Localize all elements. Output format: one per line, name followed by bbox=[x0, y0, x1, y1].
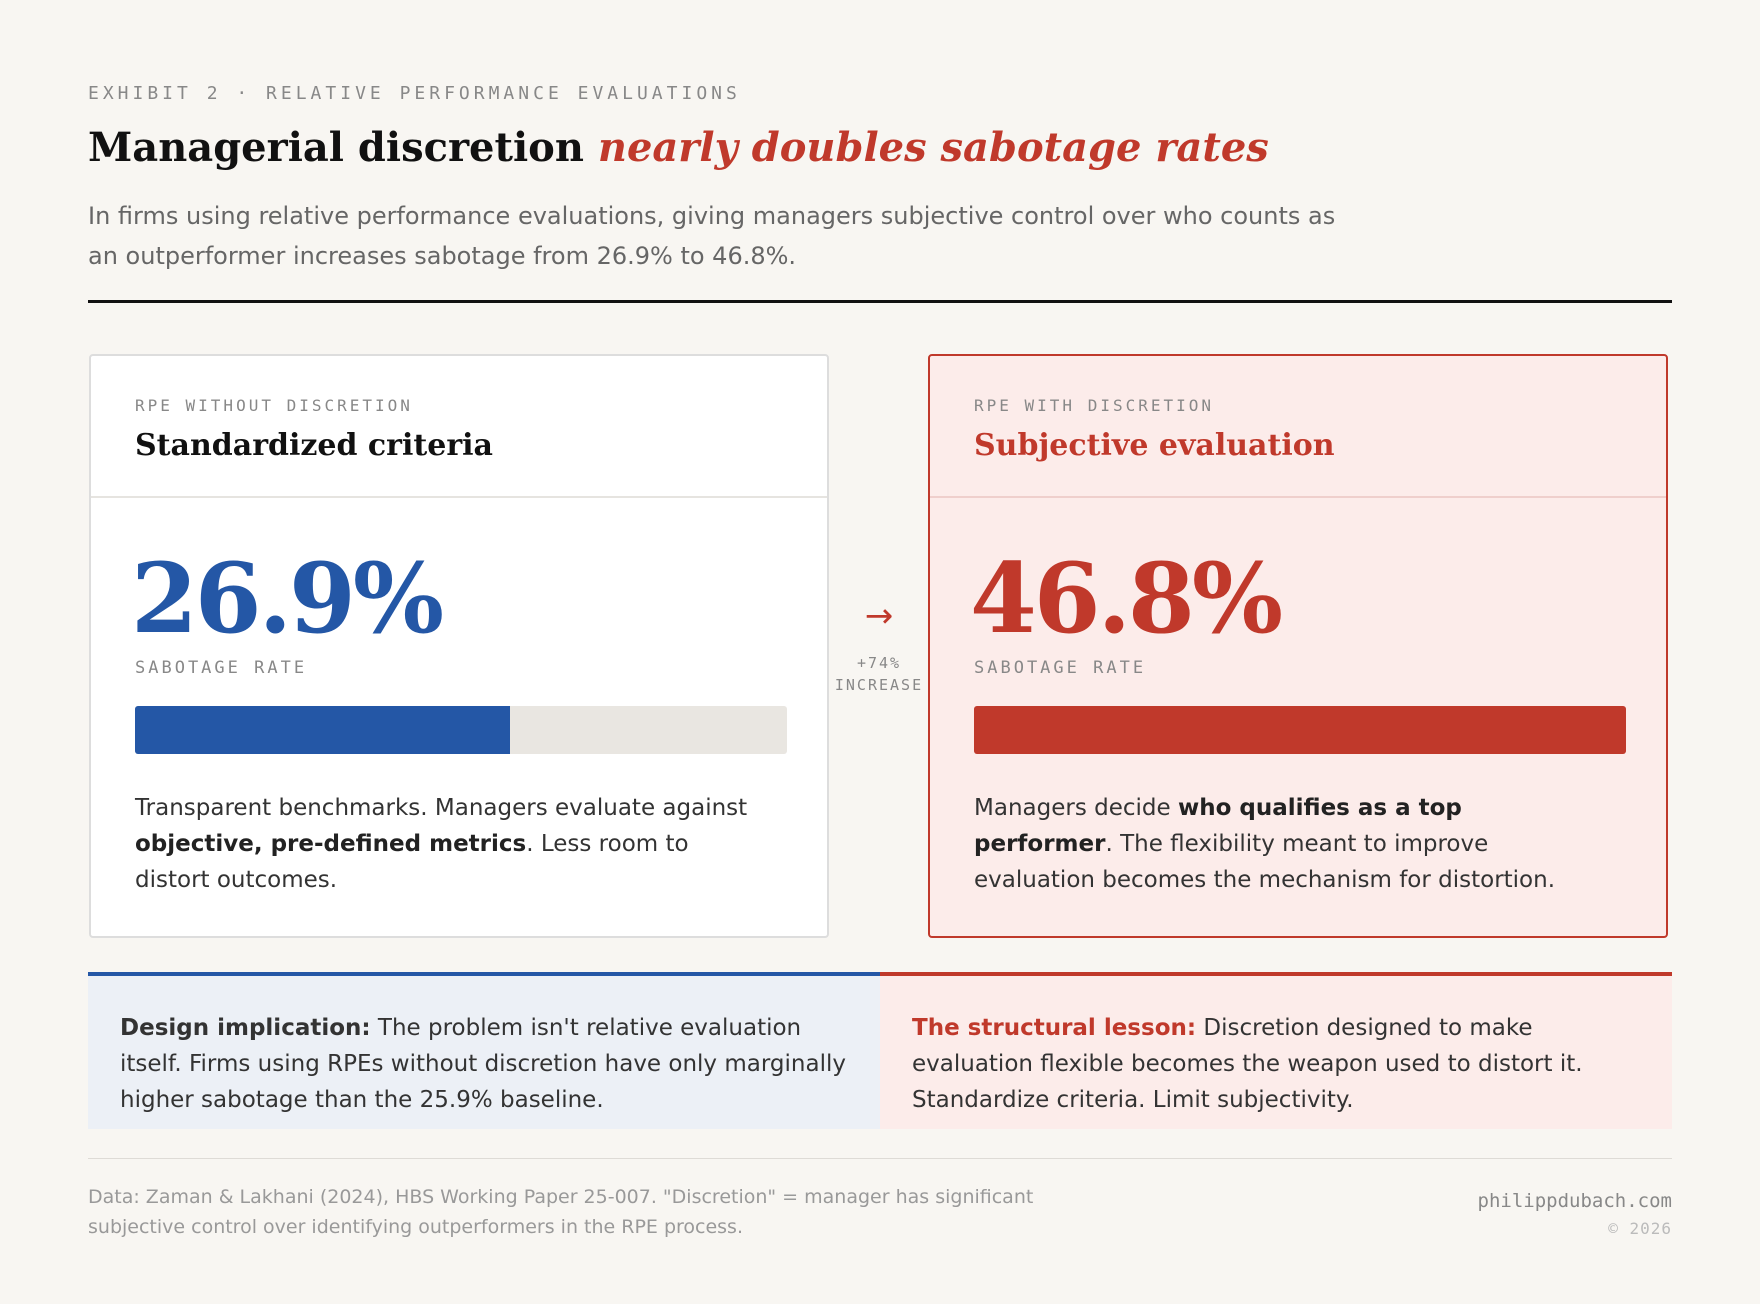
metric-label: SABOTAGE RATE bbox=[974, 658, 1147, 678]
eyebrow: EXHIBIT 2 · RELATIVE PERFORMANCE EVALUAT… bbox=[88, 83, 741, 104]
card-title: Standardized criteria bbox=[135, 428, 493, 463]
body-bold: who qualifies as a top performer bbox=[974, 795, 1462, 857]
big-value: 46.8% bbox=[970, 542, 1283, 655]
metric-label: SABOTAGE RATE bbox=[135, 658, 308, 678]
title-emphasis: nearly doubles sabotage rates bbox=[597, 124, 1269, 171]
note-text: The problem isn't relative evaluation it… bbox=[120, 1015, 846, 1113]
note-text: Discretion designed to make evaluation f… bbox=[912, 1015, 1583, 1113]
card-eyebrow: RPE WITHOUT DISCRETION bbox=[135, 396, 413, 415]
note: Design implication: The problem isn't re… bbox=[88, 972, 880, 1129]
card-eyebrow: RPE WITH DISCRETION bbox=[974, 396, 1215, 415]
title-plain: Managerial discretion bbox=[88, 124, 584, 171]
card-title: Subjective evaluation bbox=[974, 428, 1335, 463]
note-lead: The structural lesson: bbox=[912, 1015, 1197, 1041]
site: philippdubach.com bbox=[1477, 1190, 1672, 1212]
body-bold: objective, pre-defined metrics bbox=[135, 831, 527, 857]
body-text: Managers decide bbox=[974, 795, 1178, 821]
note: The structural lesson: Discretion design… bbox=[880, 972, 1672, 1129]
bar-track bbox=[974, 706, 1626, 754]
copyright: © 2026 bbox=[1608, 1219, 1672, 1238]
bar bbox=[974, 706, 1626, 754]
card-divider bbox=[930, 496, 1666, 498]
title: Managerial discretion nearly doubles sab… bbox=[88, 124, 1269, 171]
subtitle: In firms using relative performance eval… bbox=[88, 202, 1336, 270]
footer-divider bbox=[88, 1158, 1672, 1159]
change-value: +74% bbox=[856, 654, 902, 672]
note-lead: Design implication: bbox=[120, 1015, 371, 1041]
card-divider bbox=[91, 496, 827, 498]
bar bbox=[135, 706, 510, 754]
card: RPE WITHOUT DISCRETION Standardized crite… bbox=[89, 354, 829, 938]
big-value: 26.9% bbox=[131, 542, 444, 655]
body-text: Transparent benchmarks. Managers evaluat… bbox=[135, 795, 748, 821]
divider bbox=[88, 300, 1672, 303]
body-text: . Less room to distort outcomes. bbox=[135, 831, 689, 893]
card-body: Managers decide who qualifies as a top p… bbox=[974, 790, 1594, 898]
card: RPE WITH DISCRETION Subjective evaluation… bbox=[928, 354, 1668, 938]
change-label: +74% INCREASE bbox=[829, 652, 929, 696]
body-text: . The flexibility meant to improve evalu… bbox=[974, 831, 1556, 893]
source: Data: Zaman & Lakhani (2024), HBS Workin… bbox=[88, 1186, 1034, 1238]
arrow: → bbox=[864, 596, 894, 636]
change-sub: INCREASE bbox=[834, 676, 924, 694]
bar-track bbox=[135, 706, 787, 754]
card-body: Transparent benchmarks. Managers evaluat… bbox=[135, 790, 755, 898]
